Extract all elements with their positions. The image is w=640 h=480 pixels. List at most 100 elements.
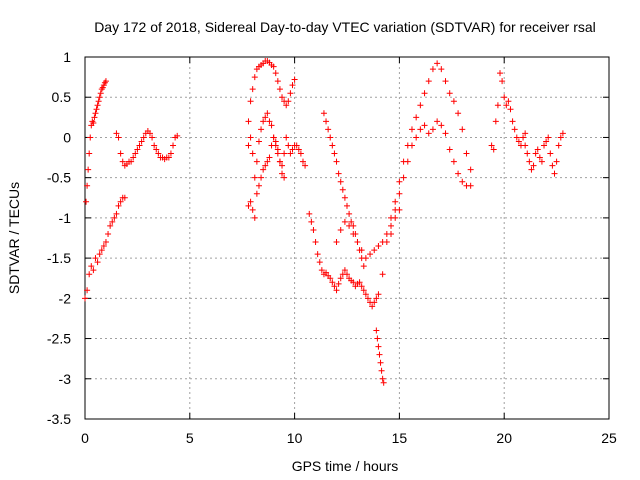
data-point (140, 134, 147, 141)
data-point (404, 158, 411, 165)
data-point (167, 150, 174, 157)
data-point (260, 166, 267, 173)
series-segment-mid-upper (245, 58, 298, 125)
data-point (522, 142, 529, 149)
data-point (138, 138, 145, 145)
data-point (400, 174, 407, 181)
data-point (446, 90, 453, 97)
series-segment-early-wave (113, 128, 181, 169)
data-point (373, 327, 380, 334)
data-point (337, 226, 344, 233)
data-point (511, 126, 518, 133)
data-point (492, 118, 499, 125)
series-segment-descend (320, 110, 367, 270)
data-point (266, 154, 273, 161)
data-point (310, 226, 317, 233)
data-point (251, 174, 258, 181)
data-point (281, 174, 288, 181)
data-point (111, 214, 118, 221)
data-point (115, 134, 122, 141)
data-point (373, 295, 380, 302)
data-point (331, 150, 338, 157)
data-point (509, 118, 516, 125)
data-point (149, 134, 156, 141)
data-point (488, 142, 495, 149)
data-point (134, 146, 141, 153)
data-point (377, 359, 384, 366)
data-point (249, 206, 256, 213)
series-segment-recovery (379, 60, 474, 278)
data-point (534, 146, 541, 153)
data-point (121, 194, 128, 201)
data-point (115, 202, 122, 209)
data-point (421, 122, 428, 129)
data-point (97, 90, 104, 97)
data-point (289, 82, 296, 89)
data-point (530, 162, 537, 169)
data-point (253, 190, 260, 197)
data-point (388, 230, 395, 237)
data-point (515, 138, 522, 145)
data-point (344, 202, 350, 209)
data-point (442, 78, 449, 85)
y-tick-label: -2.5 (47, 331, 71, 347)
series-segment-early-low (82, 194, 128, 302)
series-segment-early-rise (83, 78, 109, 205)
data-point (375, 243, 382, 250)
data-point (536, 154, 543, 161)
data-point (375, 343, 382, 350)
y-tick-label: -3 (59, 371, 72, 387)
data-point (153, 146, 160, 153)
data-point (329, 279, 336, 286)
chart-title: Day 172 of 2018, Sidereal Day-to-day VTE… (94, 19, 596, 35)
data-point (266, 118, 273, 125)
data-point (392, 206, 399, 213)
data-point (92, 110, 99, 117)
data-point (302, 162, 309, 169)
data-point (467, 182, 474, 189)
data-point (100, 243, 107, 250)
data-point (165, 154, 172, 161)
data-point (337, 178, 344, 185)
data-point (545, 134, 552, 141)
data-point (499, 78, 506, 85)
data-point (253, 158, 260, 165)
data-point (360, 263, 367, 270)
data-point (323, 269, 330, 276)
data-point (362, 291, 369, 298)
data-point (323, 118, 330, 125)
data-point (455, 170, 462, 177)
data-point (446, 146, 453, 153)
x-tick-label: 20 (496, 430, 512, 446)
data-point (494, 102, 501, 109)
data-point (375, 291, 382, 298)
data-point (306, 210, 313, 217)
data-point (553, 158, 560, 165)
y-tick-label: 0.5 (52, 89, 72, 105)
data-point (459, 126, 466, 133)
data-point (93, 106, 100, 113)
data-point (247, 198, 254, 205)
data-point (327, 275, 334, 282)
data-point (346, 222, 353, 229)
data-point (95, 98, 102, 105)
data-point (255, 182, 262, 189)
data-point (459, 178, 466, 185)
data-point (335, 170, 342, 177)
data-point (380, 379, 387, 386)
data-point (396, 190, 403, 197)
data-point (262, 162, 269, 169)
data-point (350, 279, 357, 286)
data-point (408, 126, 415, 133)
data-point (434, 60, 441, 67)
data-point (490, 146, 497, 153)
data-point (520, 134, 527, 141)
data-point (94, 259, 101, 266)
data-point (274, 146, 281, 153)
data-point (245, 202, 252, 209)
data-point (555, 142, 562, 149)
series-segment-late-tail (522, 130, 566, 177)
data-point (526, 158, 533, 165)
data-point (107, 222, 114, 229)
series-segment-mid-middle (245, 110, 309, 181)
